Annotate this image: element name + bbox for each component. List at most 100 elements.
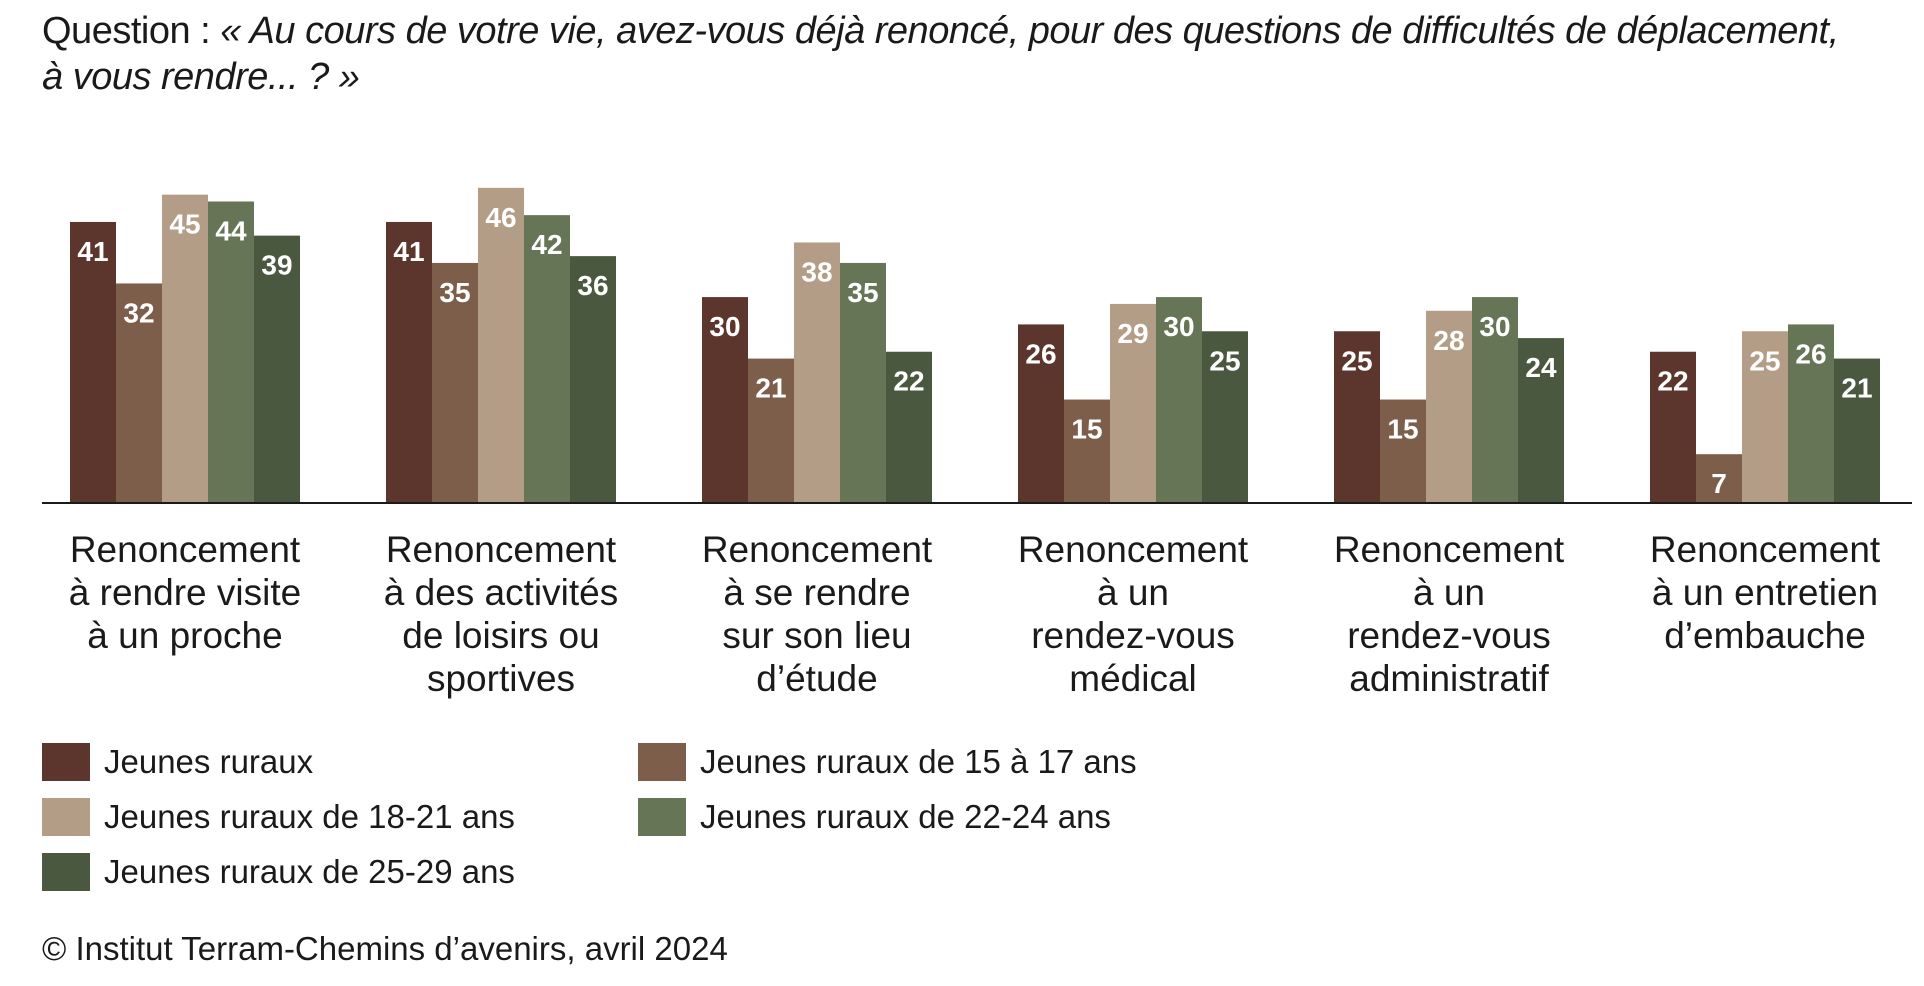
category-label-line: Renoncement bbox=[1650, 529, 1881, 570]
data-label: 29 bbox=[1117, 318, 1148, 349]
data-label: 30 bbox=[709, 311, 740, 342]
bar-5-1 bbox=[1696, 454, 1742, 502]
category-label-line: sportives bbox=[427, 658, 575, 699]
bar-2-0 bbox=[702, 297, 748, 502]
category-label-line: d’étude bbox=[756, 658, 877, 699]
data-label: 41 bbox=[393, 236, 424, 267]
category-label: Renoncement à un rendez-vous médical bbox=[1018, 529, 1249, 699]
bar-4-1 bbox=[1380, 399, 1426, 502]
data-label: 38 bbox=[801, 256, 832, 287]
category-label-line: Renoncement bbox=[70, 529, 301, 570]
bar-3-3 bbox=[1156, 297, 1202, 502]
bar-1-1 bbox=[432, 262, 478, 502]
category-label-line: sur son lieu bbox=[722, 615, 911, 656]
question-quote: « Au cours de votre vie, avez-vous déjà … bbox=[42, 10, 1839, 98]
data-label: 46 bbox=[485, 202, 516, 233]
data-label: 7 bbox=[1711, 468, 1727, 499]
data-label: 24 bbox=[1525, 352, 1557, 383]
bar-4-0 bbox=[1334, 331, 1380, 502]
bar-0-2 bbox=[162, 194, 208, 502]
category-label: Renoncement à des activités de loisirs ou s… bbox=[384, 529, 618, 699]
legend-label: Jeunes ruraux bbox=[104, 743, 314, 780]
legend-label: Jeunes ruraux de 25-29 ans bbox=[104, 853, 515, 890]
category-label-line: Renoncement bbox=[386, 529, 617, 570]
question-lead: Question : bbox=[42, 10, 221, 52]
data-label: 25 bbox=[1341, 345, 1372, 376]
bar-0-0 bbox=[70, 221, 116, 502]
bar-3-1 bbox=[1064, 399, 1110, 502]
legend-item: Jeunes ruraux de 18-21 ans bbox=[42, 797, 515, 837]
data-label: 21 bbox=[1841, 373, 1872, 404]
bar-1-4 bbox=[570, 256, 616, 502]
category-label: Renoncement à rendre visite à un proche bbox=[69, 529, 301, 656]
data-label: 45 bbox=[169, 209, 200, 240]
bar-1-2 bbox=[478, 187, 524, 502]
legend-item: Jeunes ruraux de 22-24 ans bbox=[638, 797, 1111, 837]
question-text: Question : « Au cours de votre vie, avez… bbox=[42, 8, 1842, 100]
category-label: Renoncement à un entretien d’embauche bbox=[1650, 529, 1881, 656]
source-credit: © Institut Terram-Chemins d’avenirs, avr… bbox=[42, 930, 728, 967]
category-label-line: à un bbox=[1097, 572, 1169, 613]
bar-4-4 bbox=[1518, 338, 1564, 502]
category-label-line: Renoncement bbox=[1334, 529, 1565, 570]
data-label: 30 bbox=[1479, 311, 1510, 342]
category-label-line: de loisirs ou bbox=[402, 615, 599, 656]
category-label-line: à un proche bbox=[87, 615, 282, 656]
category-label: Renoncement à un rendez-vous administratif bbox=[1334, 529, 1565, 699]
data-label: 25 bbox=[1749, 345, 1780, 376]
category-label-line: à des activités bbox=[384, 572, 618, 613]
bar-5-4 bbox=[1834, 358, 1880, 502]
data-label: 32 bbox=[123, 297, 154, 328]
category-label-line: Renoncement bbox=[702, 529, 933, 570]
data-label: 26 bbox=[1795, 338, 1826, 369]
bar-2-3 bbox=[840, 262, 886, 502]
category-label-line: Renoncement bbox=[1018, 529, 1249, 570]
legend-swatch bbox=[638, 743, 686, 781]
category-label-line: rendez-vous bbox=[1347, 615, 1551, 656]
category-label: Renoncement à se rendre sur son lieu d’étud… bbox=[702, 529, 933, 699]
category-label-line: rendez-vous bbox=[1031, 615, 1235, 656]
bar-0-4 bbox=[254, 235, 300, 502]
data-label: 22 bbox=[893, 366, 924, 397]
category-label-line: à un entretien bbox=[1652, 572, 1878, 613]
bar-1-3 bbox=[524, 215, 570, 502]
data-label: 35 bbox=[439, 277, 470, 308]
data-label: 36 bbox=[577, 270, 608, 301]
data-label: 25 bbox=[1209, 345, 1240, 376]
legend-item: Jeunes ruraux de 25-29 ans bbox=[42, 852, 515, 892]
data-label: 22 bbox=[1657, 366, 1688, 397]
category-label-line: à se rendre bbox=[723, 572, 910, 613]
data-label: 15 bbox=[1071, 414, 1102, 445]
bar-5-3 bbox=[1788, 324, 1834, 502]
bar-3-0 bbox=[1018, 324, 1064, 502]
legend-item: Jeunes ruraux bbox=[42, 742, 313, 782]
data-label: 26 bbox=[1025, 338, 1056, 369]
legend-swatch bbox=[42, 743, 90, 781]
category-label-line: à rendre visite bbox=[69, 572, 301, 613]
legend-swatch bbox=[42, 798, 90, 836]
bar-2-1 bbox=[748, 358, 794, 502]
data-label: 28 bbox=[1433, 325, 1464, 356]
legend-label: Jeunes ruraux de 22-24 ans bbox=[700, 798, 1111, 835]
bar-5-0 bbox=[1650, 351, 1696, 502]
data-label: 35 bbox=[847, 277, 878, 308]
legend-item: Jeunes ruraux de 15 à 17 ans bbox=[638, 742, 1137, 782]
data-label: 21 bbox=[755, 373, 786, 404]
data-label: 41 bbox=[77, 236, 108, 267]
category-label-line: à un bbox=[1413, 572, 1485, 613]
legend-label: Jeunes ruraux de 15 à 17 ans bbox=[700, 743, 1137, 780]
category-label-line: administratif bbox=[1349, 658, 1549, 699]
bar-2-4 bbox=[886, 351, 932, 502]
data-label: 15 bbox=[1387, 414, 1418, 445]
data-label: 39 bbox=[261, 250, 292, 281]
bar-5-2 bbox=[1742, 331, 1788, 502]
legend-label: Jeunes ruraux de 18-21 ans bbox=[104, 798, 515, 835]
bar-4-3 bbox=[1472, 297, 1518, 502]
bar-0-1 bbox=[116, 283, 162, 502]
bar-2-2 bbox=[794, 242, 840, 502]
bar-3-4 bbox=[1202, 331, 1248, 502]
data-label: 42 bbox=[531, 229, 562, 260]
bar-3-2 bbox=[1110, 303, 1156, 502]
legend-swatch bbox=[42, 853, 90, 891]
